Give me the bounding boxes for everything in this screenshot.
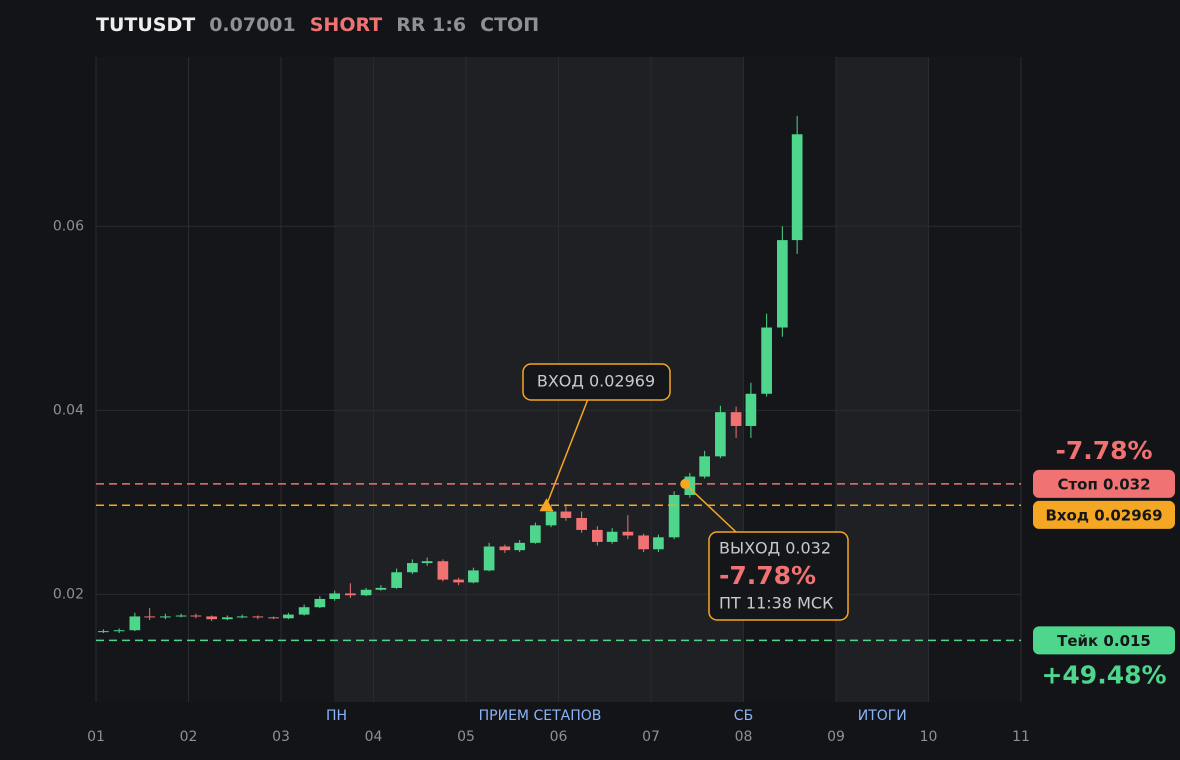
candle-body (576, 517, 587, 530)
entry-pointer (545, 398, 589, 506)
header: TUTUSDT 0.07001 SHORT RR 1:6 СТОП (96, 14, 539, 36)
session-region (836, 57, 929, 702)
level-pnl: +49.48% (1041, 660, 1166, 689)
status: СТОП (480, 14, 540, 36)
symbol: TUTUSDT (96, 14, 196, 36)
exit-marker (680, 478, 691, 489)
y-tick-label: 0.04 (53, 402, 84, 418)
candle-body (206, 616, 217, 620)
candle-body (483, 546, 495, 571)
candle-body (606, 531, 618, 542)
exit-pointer (684, 483, 737, 533)
candle-body (98, 631, 109, 633)
session-label: ПРИЕМ СЕТАПОВ (479, 708, 602, 724)
candle-body (453, 579, 464, 583)
side: SHORT (309, 14, 383, 36)
candle-body (391, 572, 402, 588)
candle-body (360, 589, 372, 596)
session-label: ПН (326, 708, 347, 724)
candle-body (252, 616, 264, 618)
candle-body (499, 546, 511, 551)
candle-body (791, 134, 803, 241)
candle-body (329, 593, 340, 599)
entry-marker (539, 498, 554, 512)
candle-body (592, 529, 603, 542)
level-box (1033, 469, 1175, 498)
candle-body (638, 535, 649, 550)
candle-body (730, 412, 742, 426)
candle-body (129, 616, 141, 631)
candle-body (468, 570, 479, 583)
x-tick-label: 04 (365, 729, 383, 745)
x-tick-label: 07 (642, 729, 660, 745)
candle-body (622, 531, 634, 536)
entry-box (522, 363, 671, 401)
candle-body (668, 494, 680, 538)
x-tick-label: 11 (1012, 729, 1030, 745)
candle-body (545, 511, 557, 526)
candle-body (745, 393, 757, 426)
candle-body (421, 561, 433, 564)
exit-box (708, 531, 849, 621)
x-tick-label: 01 (87, 729, 105, 745)
rr: RR 1:6 (396, 14, 467, 36)
candle-body (144, 616, 155, 618)
x-tick-label: 02 (180, 729, 198, 745)
candle-body (699, 456, 710, 477)
candle-body (222, 617, 233, 620)
candle-body (160, 616, 171, 618)
level-box (1033, 626, 1175, 655)
session-label: ИТОГИ (858, 708, 907, 724)
y-tick-label: 0.02 (53, 586, 84, 602)
candle-body (761, 327, 772, 394)
y-tick-label: 0.06 (53, 218, 84, 234)
candle-body (190, 615, 202, 617)
candle-body (236, 616, 248, 618)
candle-body (175, 615, 187, 617)
candle-body (437, 561, 449, 580)
candle-body (113, 630, 125, 632)
candle-body (345, 593, 356, 596)
candle-body (314, 598, 326, 608)
exit-pnl: -7.78% (719, 561, 816, 590)
candle-body (268, 617, 279, 619)
exit-time: ПТ 11:38 МСК (719, 594, 834, 613)
candle-body (715, 412, 726, 457)
x-tick-label: 09 (827, 729, 845, 745)
level-label: Стоп 0.032 (1057, 475, 1150, 493)
candle-body (283, 614, 294, 619)
candle-body (298, 607, 310, 615)
x-tick-label: 05 (457, 729, 475, 745)
exit-label: ВЫХОД 0.032 (719, 539, 831, 558)
level-label: Тейк 0.015 (1057, 632, 1151, 650)
candle-body (530, 525, 541, 543)
level-box (1033, 500, 1175, 529)
level-label: Вход 0.02969 (1045, 506, 1162, 524)
x-tick-label: 03 (272, 729, 290, 745)
entry-label: ВХОД 0.02969 (537, 372, 655, 391)
x-tick-label: 06 (550, 729, 568, 745)
candle-body (560, 511, 572, 518)
candle-body (375, 587, 387, 590)
candle-body (514, 542, 525, 551)
level-pnl: -7.78% (1055, 436, 1152, 465)
candle-body (407, 563, 418, 573)
x-tick-label: 10 (920, 729, 938, 745)
x-tick-label: 08 (735, 729, 753, 745)
session-label: СБ (734, 708, 753, 724)
candle-body (777, 240, 788, 328)
last-price: 0.07001 (209, 14, 296, 36)
candle-body (653, 537, 664, 550)
